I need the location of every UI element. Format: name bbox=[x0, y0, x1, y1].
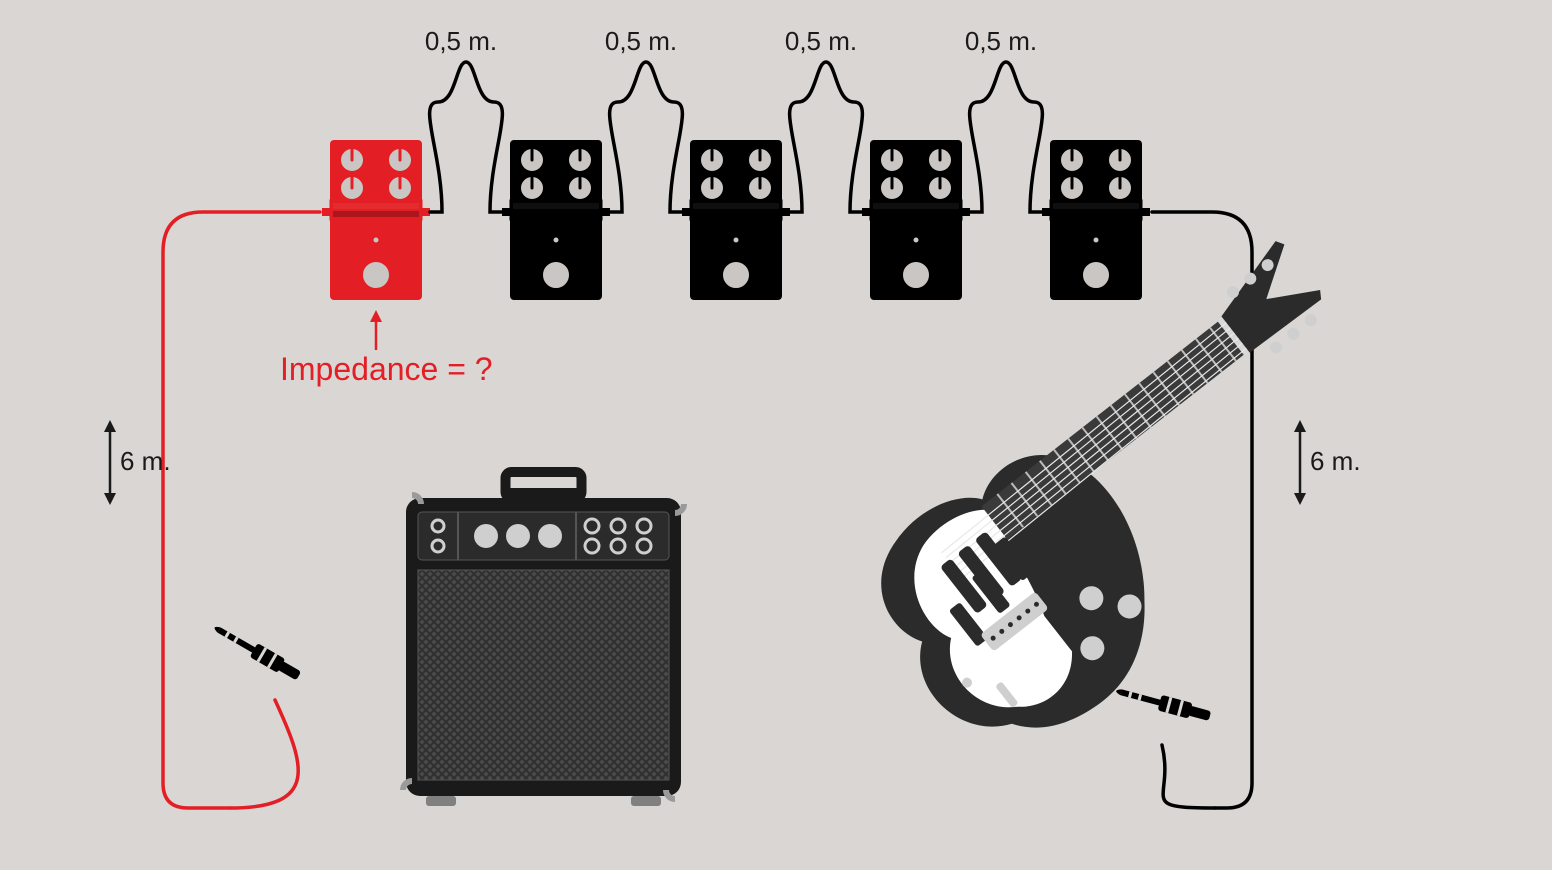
amplifier bbox=[400, 472, 687, 806]
patch-cable-label-1: 0,5 m. bbox=[605, 26, 677, 56]
pedal-0 bbox=[322, 140, 430, 300]
pedal-footswitch bbox=[722, 261, 750, 289]
patch-cable-label-2: 0,5 m. bbox=[785, 26, 857, 56]
pedal-footswitch bbox=[542, 261, 570, 289]
pedal-2 bbox=[682, 140, 790, 300]
pedal-1 bbox=[502, 140, 610, 300]
pedal-footswitch bbox=[1082, 261, 1110, 289]
patch-cable-label-0: 0,5 m. bbox=[425, 26, 497, 56]
pedal-footswitch bbox=[902, 261, 930, 289]
impedance-label: Impedance = ? bbox=[280, 351, 493, 387]
patch-cable-label-3: 0,5 m. bbox=[965, 26, 1037, 56]
left-cable-length-label: 6 m. bbox=[120, 446, 171, 476]
pedal-footswitch bbox=[362, 261, 390, 289]
amp-knob bbox=[506, 524, 530, 548]
background bbox=[0, 0, 1552, 870]
right-cable-length-label: 6 m. bbox=[1310, 446, 1361, 476]
pedal-3 bbox=[862, 140, 970, 300]
amp-knob bbox=[474, 524, 498, 548]
amp-knob bbox=[538, 524, 562, 548]
pedal-4 bbox=[1042, 140, 1150, 300]
